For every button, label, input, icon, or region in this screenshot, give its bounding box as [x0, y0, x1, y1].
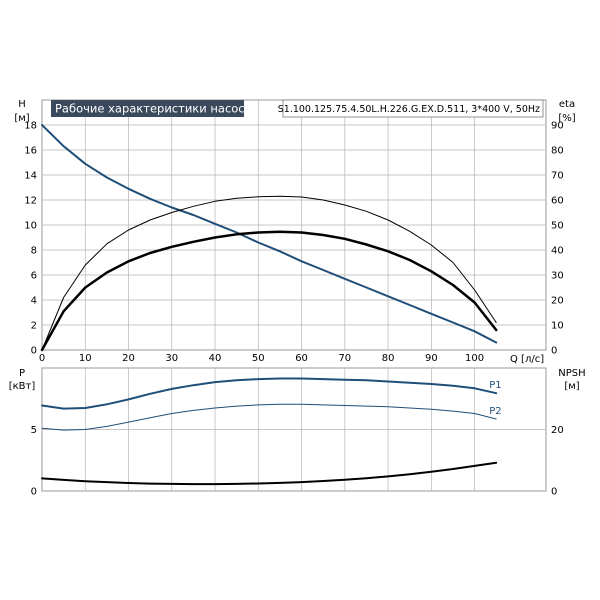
- y-left-tick-label: 10: [24, 221, 37, 232]
- x-tick-label: 20: [122, 353, 135, 364]
- series-line-2: [41, 461, 498, 486]
- x-tick-label: 60: [295, 353, 308, 364]
- chart-title: Рабочие характеристики насоса: [55, 102, 252, 116]
- y-left-tick-label: 0: [31, 346, 37, 357]
- y-right-tick-label: 10: [551, 321, 564, 332]
- x-tick-label: 90: [425, 353, 438, 364]
- p-axis-unit: [кВт]: [9, 381, 36, 392]
- top-panel: Рабочие характеристики насоса S1.100.125…: [14, 99, 575, 365]
- series-line-1: [41, 403, 497, 431]
- y-right-tick-label: 50: [551, 221, 564, 232]
- y-right-tick-label: 70: [551, 171, 564, 182]
- x-tick-label: 40: [209, 353, 222, 364]
- y-right-tick-label: 0: [551, 487, 557, 498]
- y-right-tick-label: 20: [551, 296, 564, 307]
- series-label-p2: P2: [489, 406, 501, 417]
- model-box: [282, 99, 544, 118]
- npsh-axis-label: NPSH: [558, 368, 585, 379]
- y-right-tick-label: 80: [551, 146, 564, 157]
- y-right-tick-label: 90: [551, 121, 564, 132]
- y-right-tick-label: 30: [551, 271, 564, 282]
- x-tick-label: 100: [465, 353, 484, 364]
- series-line-2: [40, 230, 498, 352]
- y-left-tick-label: 5: [31, 425, 37, 436]
- series-line-1: [41, 195, 497, 351]
- bottom-series: P1 P2: [41, 377, 502, 486]
- y-left-tick-label: 12: [24, 196, 37, 207]
- bottom-tick-labels: 0 5 0 20: [31, 425, 564, 498]
- bottom-grid: [42, 368, 546, 491]
- bottom-panel: 0 5 0 20 P1 P2 P [кВт] NPSH [м]: [9, 367, 586, 498]
- x-axis-label: Q [л/с]: [510, 354, 544, 365]
- y-right-tick-label: 60: [551, 196, 564, 207]
- series-label-p1: P1: [489, 380, 501, 391]
- npsh-axis-unit: [м]: [564, 381, 579, 392]
- y-right-tick-label: 0: [551, 346, 557, 357]
- series-line-0: [41, 124, 498, 344]
- y-left-tick-label: 8: [31, 246, 37, 257]
- x-tick-label: 10: [79, 353, 92, 364]
- y-left-tick-label: 16: [24, 146, 37, 157]
- x-tick-label: 0: [39, 353, 45, 364]
- series-line-0: [41, 377, 498, 410]
- x-tick-label: 50: [252, 353, 265, 364]
- y-right-tick-label: 40: [551, 246, 564, 257]
- title-box: [51, 100, 244, 117]
- y-right-label: eta: [559, 99, 575, 110]
- y-left-tick-label: 6: [31, 271, 37, 282]
- y-right-tick-label: 20: [551, 425, 564, 436]
- top-series: [40, 124, 498, 352]
- y-right-unit: [%]: [558, 113, 575, 124]
- p-axis-label: P: [19, 368, 25, 379]
- y-left-tick-label: 2: [31, 321, 37, 332]
- x-tick-label: 30: [165, 353, 178, 364]
- x-tick-label: 80: [382, 353, 395, 364]
- y-left-tick-label: 14: [24, 171, 37, 182]
- model-text: S1.100.125.75.4.50L.H.226.G.EX.D.511, 3*…: [278, 104, 540, 115]
- y-left-tick-label: 0: [31, 487, 37, 498]
- y-left-label: H: [18, 99, 26, 110]
- y-left-tick-label: 4: [31, 296, 37, 307]
- y-left-unit: [м]: [14, 113, 29, 124]
- top-tick-labels: 0 10 20 30 40 50 60 70 80 90 100 0 2 4 6 8 10 12 14 16 18 0 10…: [24, 121, 563, 365]
- top-grid: [42, 100, 546, 350]
- y-left-tick-label: 18: [24, 121, 37, 132]
- x-tick-label: 70: [338, 353, 351, 364]
